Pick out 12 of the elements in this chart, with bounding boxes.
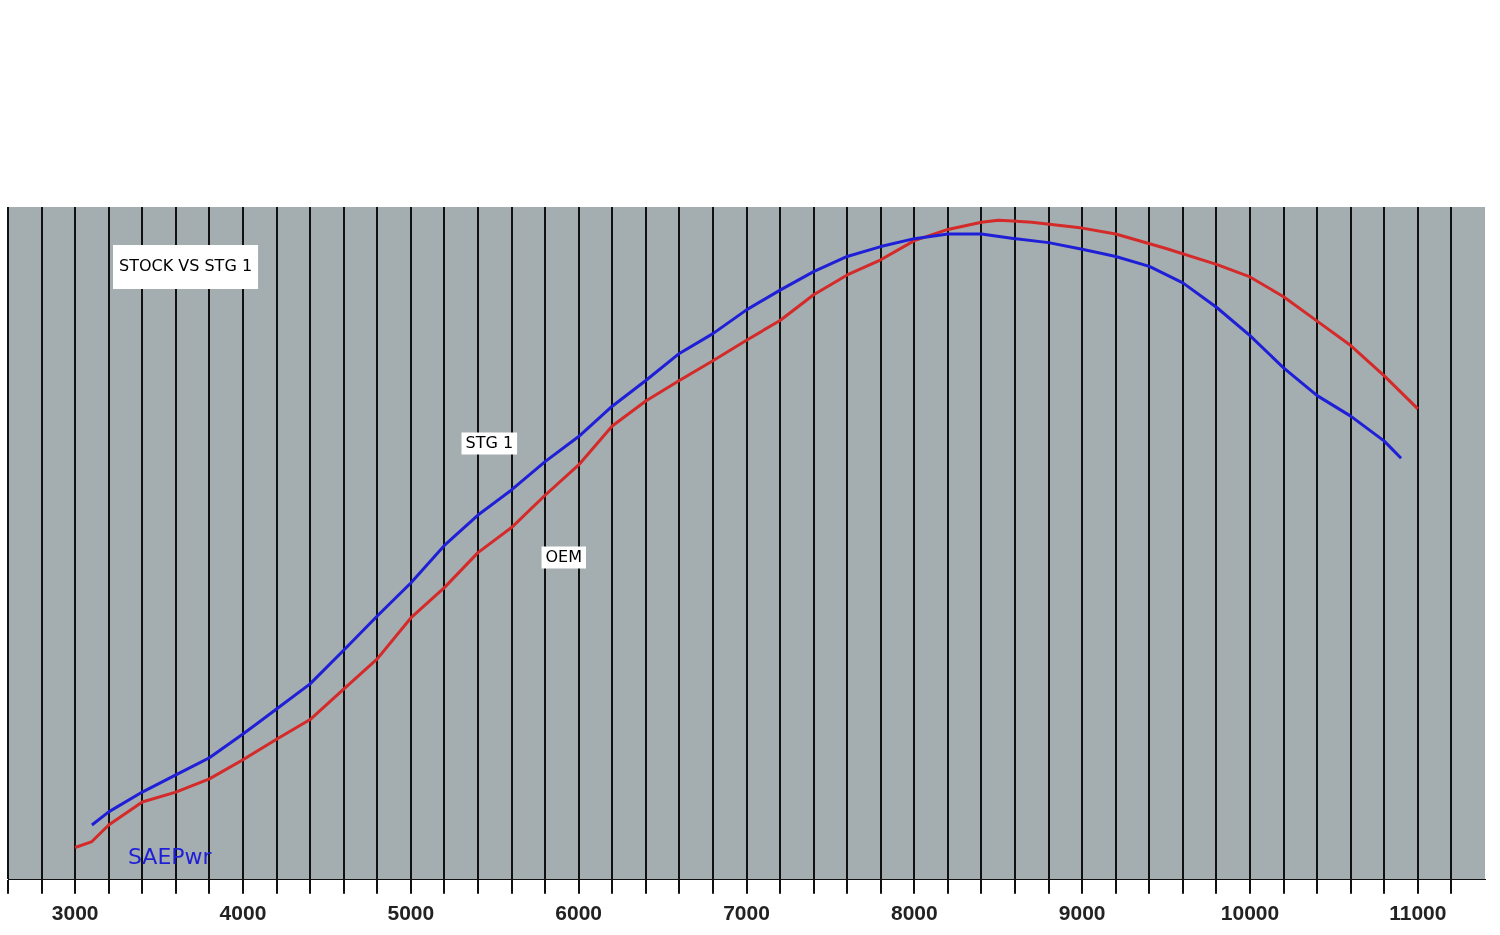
text: STOCK VS STG 1 [119,256,253,276]
x-tick-label: 7000 [723,901,770,925]
x-tick-label: 3000 [51,901,99,925]
text: OEM [545,546,583,566]
x-tick-label: 6000 [555,901,603,925]
x-tick-label: 9000 [1058,901,1106,925]
x-tick-label: 11000 [1389,901,1447,925]
x-tick-label: 4000 [219,901,267,925]
series-label: STG 1 [465,432,514,452]
x-tick-label: 10000 [1220,901,1280,925]
x-tick-label: 5000 [387,901,435,925]
x-tick-label: 8000 [890,901,938,925]
